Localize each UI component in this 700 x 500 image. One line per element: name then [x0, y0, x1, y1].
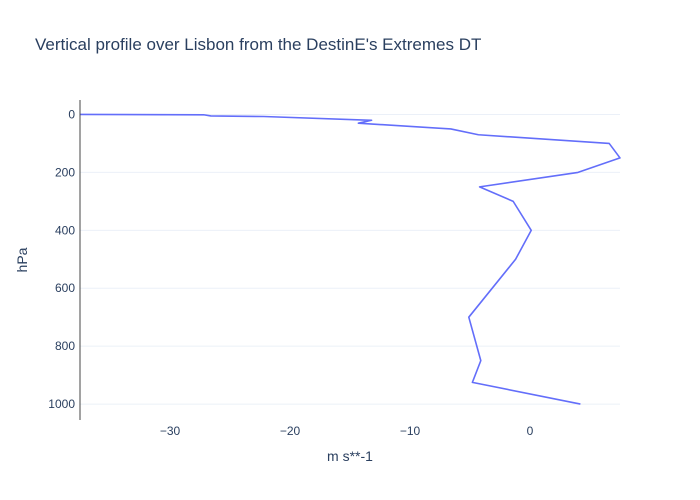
x-tick-label: −20 [280, 424, 301, 438]
y-tick-label: 1000 [48, 397, 75, 411]
y-tick-label: 400 [55, 223, 75, 237]
x-axis-title: m s**-1 [327, 448, 373, 464]
grid-lines [80, 113, 620, 405]
y-tick-label: 0 [68, 107, 75, 121]
series-line-0 [79, 113, 621, 405]
y-tick-label: 200 [55, 165, 75, 179]
y-axis-title: hPa [14, 247, 30, 272]
y-tick-label: 800 [55, 339, 75, 353]
y-axis-ticks: 0 200 400 600 800 1000 [48, 107, 75, 411]
x-tick-label: 0 [527, 424, 534, 438]
y-tick-label: 600 [55, 281, 75, 295]
chart-title: Vertical profile over Lisbon from the De… [35, 35, 481, 54]
series-layer [79, 113, 621, 405]
x-axis-ticks: −30 −20 −10 0 [160, 424, 534, 438]
x-tick-label: −30 [160, 424, 181, 438]
x-tick-label: −10 [400, 424, 421, 438]
